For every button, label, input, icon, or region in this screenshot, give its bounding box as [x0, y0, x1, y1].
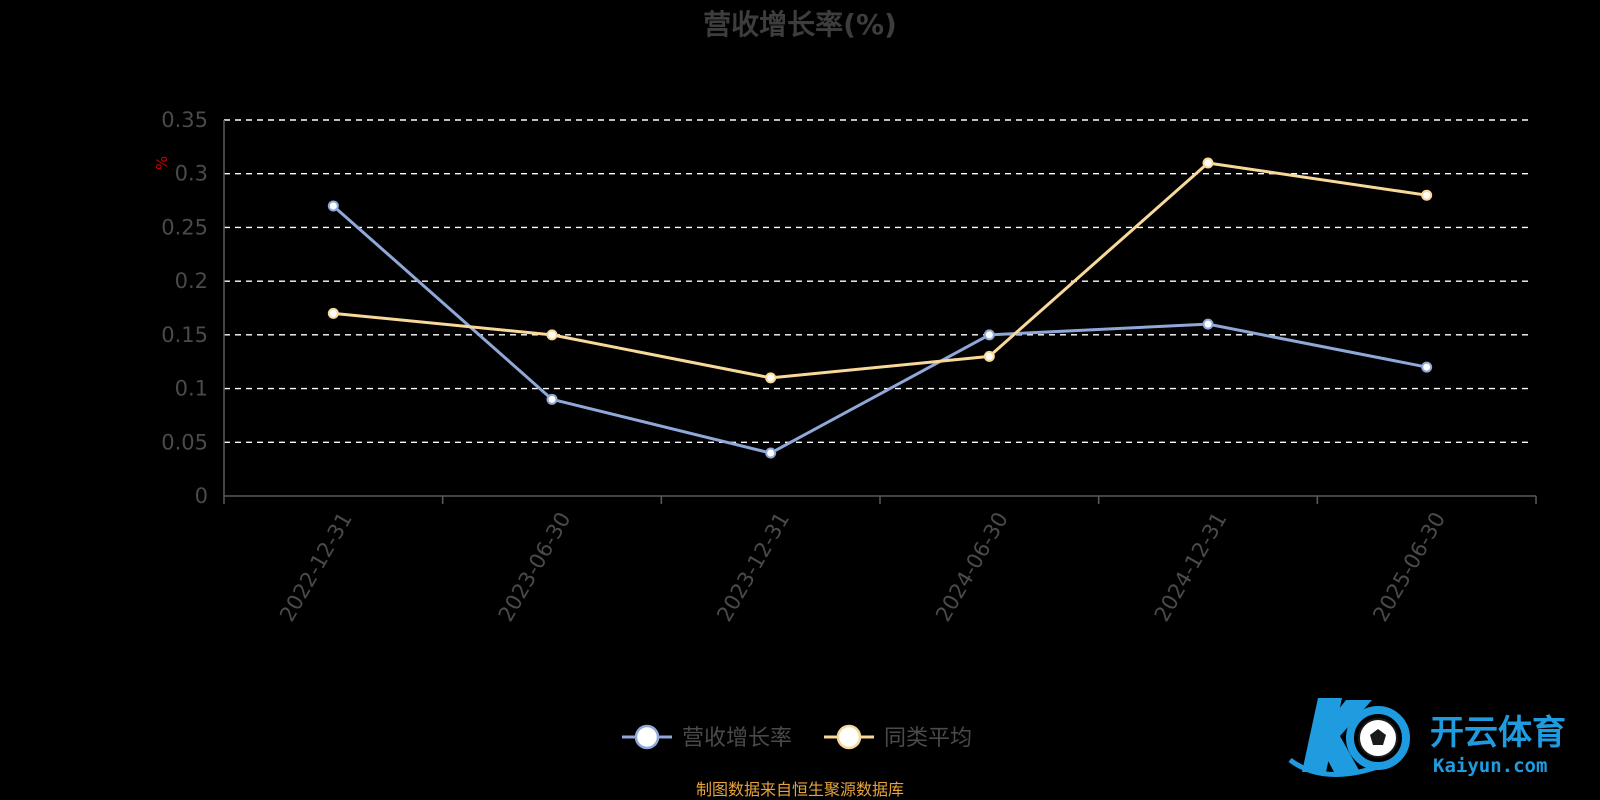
x-tick-label: 2022-12-31	[275, 508, 357, 626]
y-tick-label: 0.25	[161, 215, 208, 239]
data-point[interactable]	[983, 350, 995, 362]
series-lines	[327, 157, 1433, 459]
chart-title: 营收增长率(%)	[703, 8, 897, 41]
legend-marker-icon	[836, 724, 862, 750]
legend-label: 营收增长率	[682, 726, 792, 751]
data-point[interactable]	[765, 372, 777, 384]
data-point[interactable]	[327, 307, 339, 319]
data-point[interactable]	[546, 393, 558, 405]
x-axis-ticks: 2022-12-31 2023-06-30 2023-12-31 2024-06-30…	[275, 508, 1450, 626]
logo-icon	[1288, 698, 1410, 777]
legend-item[interactable]: 营收增长率	[622, 724, 792, 751]
y-tick-label: 0.2	[175, 269, 208, 293]
axes	[223, 120, 1537, 504]
series-line	[333, 161, 1427, 380]
y-tick-label: 0.3	[175, 162, 208, 186]
watermark-logo: 开云体育 Kaiyun.com	[1288, 698, 1566, 777]
x-tick-label: 2024-12-31	[1150, 508, 1232, 626]
series-line	[332, 204, 1427, 455]
data-point[interactable]	[983, 329, 995, 341]
legend[interactable]: 营收增长率 同类平均	[622, 724, 972, 751]
data-point[interactable]	[1202, 318, 1214, 330]
x-tick-label: 2024-06-30	[931, 508, 1013, 626]
data-point[interactable]	[1421, 189, 1433, 201]
data-point[interactable]	[1202, 157, 1214, 169]
y-tick-label: 0.15	[161, 323, 208, 347]
legend-item[interactable]: 同类平均	[824, 724, 972, 751]
data-point[interactable]	[546, 329, 558, 341]
legend-marker-icon	[634, 724, 660, 750]
y-tick-label: 0.1	[175, 377, 208, 401]
watermark-cn-text: 开云体育	[1430, 713, 1566, 753]
series-1	[327, 157, 1433, 384]
watermark-en-text: Kaiyun.com	[1433, 755, 1547, 777]
x-tick-label: 2023-06-30	[494, 508, 576, 626]
data-point[interactable]	[1421, 361, 1433, 373]
data-point[interactable]	[327, 200, 339, 212]
y-axis-ticks: 0 0.05 0.1 0.15 0.2 0.25 0.3 0.35	[161, 108, 208, 508]
legend-label: 同类平均	[884, 726, 972, 751]
data-point[interactable]	[765, 447, 777, 459]
grid-lines	[224, 119, 1528, 443]
series-0	[327, 200, 1433, 459]
y-tick-label: 0.35	[161, 108, 208, 132]
y-axis-unit-label: %	[153, 156, 171, 170]
x-tick-label: 2023-12-31	[712, 508, 794, 626]
x-tick-label: 2025-06-30	[1368, 508, 1450, 626]
y-tick-label: 0	[195, 484, 208, 508]
source-note: 制图数据来自恒生聚源数据库	[696, 780, 904, 799]
y-tick-label: 0.05	[161, 430, 208, 454]
